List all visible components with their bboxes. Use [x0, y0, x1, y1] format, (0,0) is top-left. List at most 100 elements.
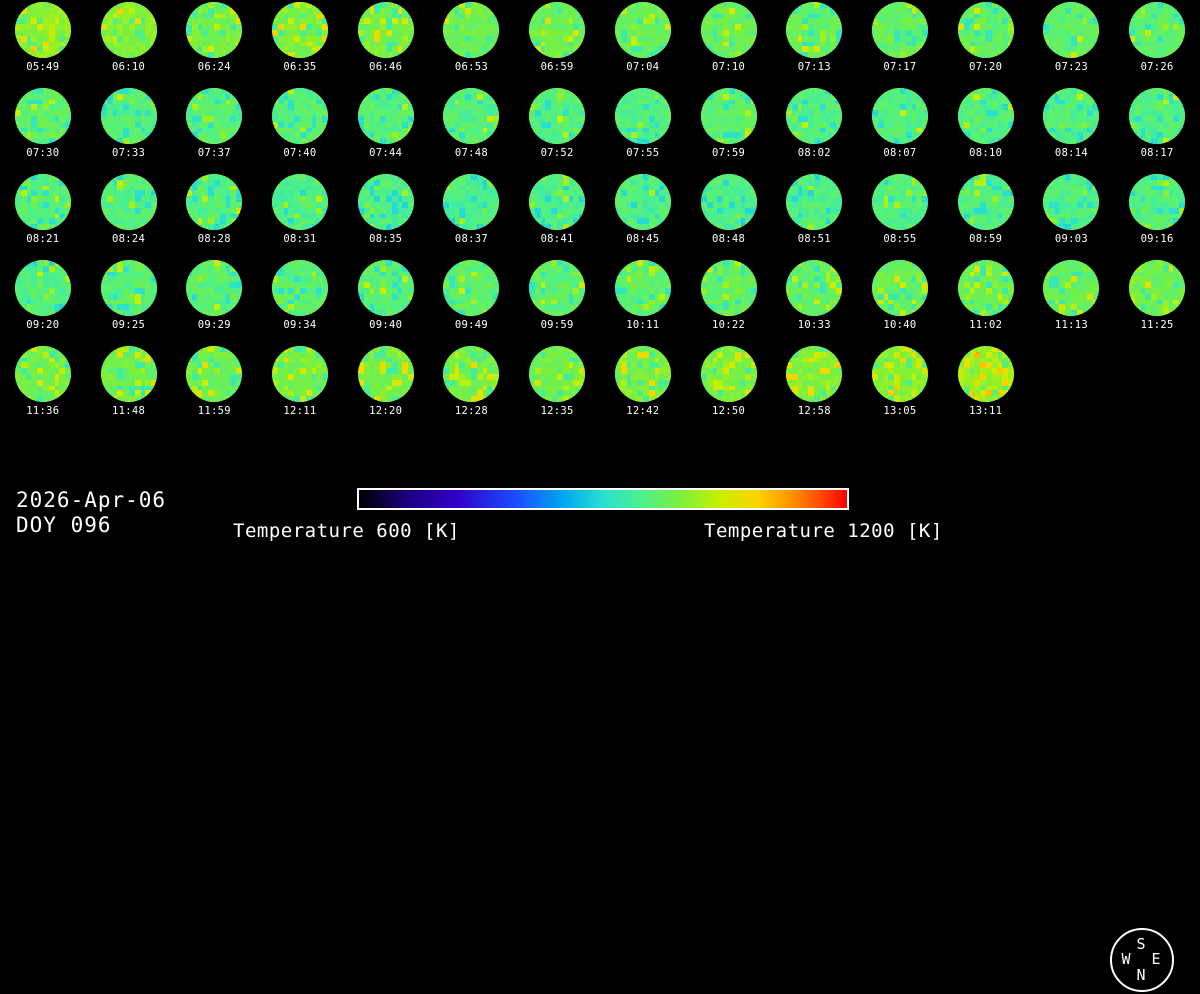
solar-disk-image[interactable]: [1043, 260, 1100, 316]
disk-frame[interactable]: 07:13: [771, 0, 857, 86]
solar-disk-image[interactable]: [529, 88, 586, 144]
solar-disk-image[interactable]: [100, 346, 157, 402]
disk-frame[interactable]: 08:55: [857, 172, 943, 258]
disk-frame[interactable]: 11:25: [1114, 258, 1200, 344]
solar-disk-image[interactable]: [957, 260, 1014, 316]
disk-frame[interactable]: 10:22: [686, 258, 772, 344]
disk-frame[interactable]: 11:13: [1029, 258, 1115, 344]
solar-disk-image[interactable]: [871, 2, 928, 58]
disk-frame[interactable]: 08:14: [1029, 86, 1115, 172]
solar-disk-image[interactable]: [271, 88, 328, 144]
solar-disk-image[interactable]: [614, 88, 671, 144]
disk-frame[interactable]: 09:20: [0, 258, 86, 344]
solar-disk-image[interactable]: [14, 174, 71, 230]
solar-disk-image[interactable]: [186, 260, 243, 316]
disk-frame[interactable]: 07:40: [257, 86, 343, 172]
disk-frame[interactable]: 07:33: [86, 86, 172, 172]
disk-frame[interactable]: 12:11: [257, 344, 343, 430]
solar-disk-image[interactable]: [357, 174, 414, 230]
disk-frame[interactable]: 13:05: [857, 344, 943, 430]
solar-disk-image[interactable]: [271, 174, 328, 230]
solar-disk-image[interactable]: [100, 88, 157, 144]
disk-frame[interactable]: 12:50: [686, 344, 772, 430]
disk-frame[interactable]: 12:42: [600, 344, 686, 430]
solar-disk-image[interactable]: [443, 174, 500, 230]
solar-disk-image[interactable]: [186, 88, 243, 144]
solar-disk-image[interactable]: [700, 88, 757, 144]
disk-frame[interactable]: 05:49: [0, 0, 86, 86]
disk-frame[interactable]: 07:30: [0, 86, 86, 172]
disk-frame[interactable]: 07:10: [686, 0, 772, 86]
disk-frame[interactable]: 08:41: [514, 172, 600, 258]
disk-frame[interactable]: 06:24: [171, 0, 257, 86]
solar-disk-image[interactable]: [700, 346, 757, 402]
disk-frame[interactable]: 10:33: [771, 258, 857, 344]
solar-disk-image[interactable]: [786, 88, 843, 144]
solar-disk-image[interactable]: [1043, 2, 1100, 58]
solar-disk-image[interactable]: [957, 2, 1014, 58]
solar-disk-image[interactable]: [700, 260, 757, 316]
disk-frame[interactable]: 08:45: [600, 172, 686, 258]
disk-frame[interactable]: 09:49: [429, 258, 515, 344]
disk-frame[interactable]: 07:26: [1114, 0, 1200, 86]
disk-frame[interactable]: 11:59: [171, 344, 257, 430]
disk-frame[interactable]: 09:59: [514, 258, 600, 344]
solar-disk-image[interactable]: [529, 2, 586, 58]
disk-frame[interactable]: 06:46: [343, 0, 429, 86]
solar-disk-image[interactable]: [614, 260, 671, 316]
disk-frame[interactable]: 09:40: [343, 258, 429, 344]
disk-frame[interactable]: 08:10: [943, 86, 1029, 172]
solar-disk-image[interactable]: [614, 346, 671, 402]
solar-disk-image[interactable]: [1043, 174, 1100, 230]
disk-frame[interactable]: 12:35: [514, 344, 600, 430]
disk-frame[interactable]: 06:10: [86, 0, 172, 86]
solar-disk-image[interactable]: [529, 174, 586, 230]
disk-frame[interactable]: 11:48: [86, 344, 172, 430]
solar-disk-image[interactable]: [786, 174, 843, 230]
solar-disk-image[interactable]: [529, 346, 586, 402]
solar-disk-image[interactable]: [614, 2, 671, 58]
disk-frame[interactable]: 06:59: [514, 0, 600, 86]
solar-disk-image[interactable]: [871, 174, 928, 230]
solar-disk-image[interactable]: [443, 260, 500, 316]
solar-disk-image[interactable]: [186, 174, 243, 230]
disk-frame[interactable]: 08:24: [86, 172, 172, 258]
disk-frame[interactable]: 06:35: [257, 0, 343, 86]
solar-disk-image[interactable]: [443, 346, 500, 402]
disk-frame[interactable]: 07:20: [943, 0, 1029, 86]
solar-disk-image[interactable]: [871, 260, 928, 316]
disk-frame[interactable]: 07:55: [600, 86, 686, 172]
solar-disk-image[interactable]: [14, 88, 71, 144]
disk-frame[interactable]: 07:52: [514, 86, 600, 172]
disk-frame[interactable]: 08:59: [943, 172, 1029, 258]
disk-frame[interactable]: 09:34: [257, 258, 343, 344]
disk-frame[interactable]: 12:58: [771, 344, 857, 430]
disk-frame[interactable]: 11:36: [0, 344, 86, 430]
solar-disk-image[interactable]: [357, 260, 414, 316]
solar-disk-image[interactable]: [700, 174, 757, 230]
solar-disk-image[interactable]: [186, 346, 243, 402]
solar-disk-image[interactable]: [14, 2, 71, 58]
disk-frame[interactable]: 09:16: [1114, 172, 1200, 258]
solar-disk-image[interactable]: [700, 2, 757, 58]
disk-frame[interactable]: 08:21: [0, 172, 86, 258]
solar-disk-image[interactable]: [786, 346, 843, 402]
disk-frame[interactable]: 09:29: [171, 258, 257, 344]
disk-frame[interactable]: 08:48: [686, 172, 772, 258]
disk-frame[interactable]: 07:48: [429, 86, 515, 172]
solar-disk-image[interactable]: [100, 174, 157, 230]
disk-frame[interactable]: 09:25: [86, 258, 172, 344]
solar-disk-image[interactable]: [957, 88, 1014, 144]
disk-frame[interactable]: 07:44: [343, 86, 429, 172]
disk-frame[interactable]: 08:02: [771, 86, 857, 172]
solar-disk-image[interactable]: [271, 2, 328, 58]
solar-disk-image[interactable]: [14, 346, 71, 402]
solar-disk-image[interactable]: [271, 346, 328, 402]
disk-frame[interactable]: 11:02: [943, 258, 1029, 344]
solar-disk-image[interactable]: [786, 260, 843, 316]
solar-disk-image[interactable]: [786, 2, 843, 58]
disk-frame[interactable]: 08:17: [1114, 86, 1200, 172]
disk-frame[interactable]: 12:28: [429, 344, 515, 430]
solar-disk-image[interactable]: [357, 346, 414, 402]
solar-disk-image[interactable]: [443, 88, 500, 144]
